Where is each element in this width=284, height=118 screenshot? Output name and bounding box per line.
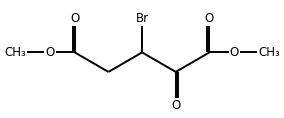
Text: O: O — [171, 99, 180, 112]
Text: O: O — [70, 12, 80, 25]
Text: Br: Br — [135, 12, 149, 25]
Text: O: O — [229, 46, 239, 59]
Text: O: O — [205, 12, 214, 25]
Text: O: O — [45, 46, 55, 59]
Text: CH₃: CH₃ — [258, 46, 280, 59]
Text: CH₃: CH₃ — [4, 46, 26, 59]
